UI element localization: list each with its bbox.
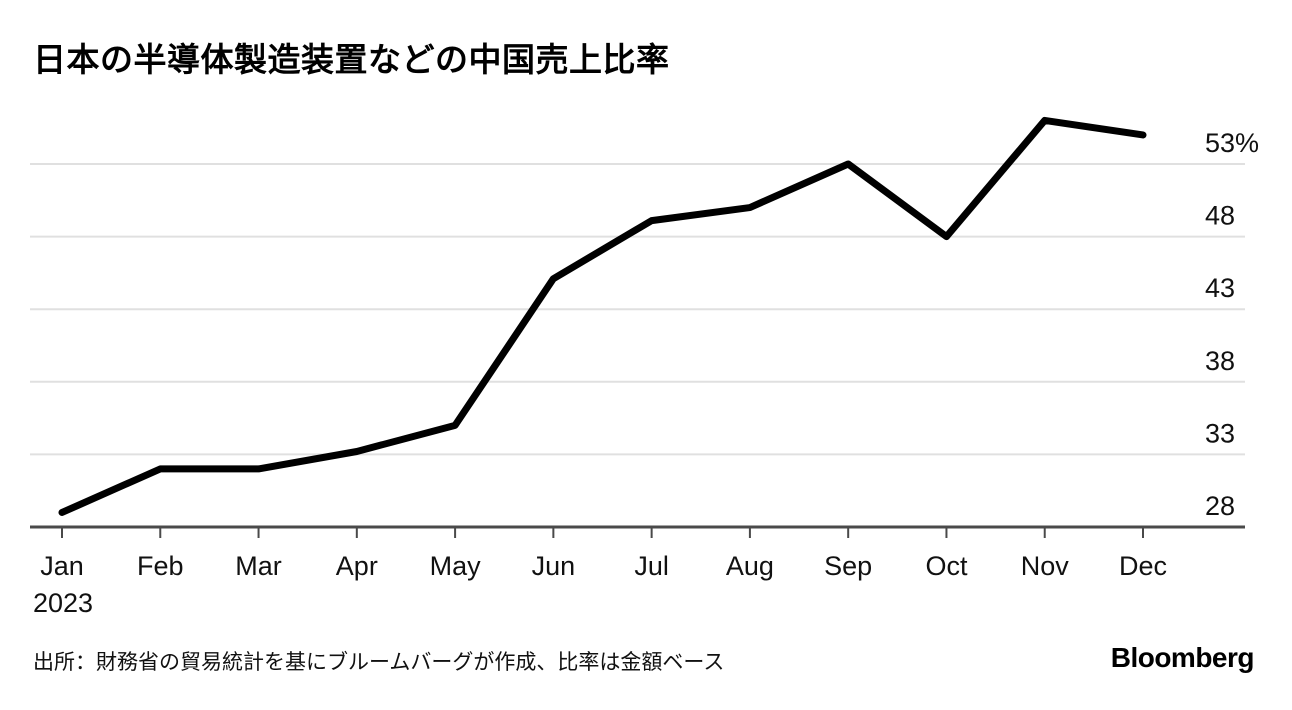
x-tick-label: Jun xyxy=(532,551,576,581)
x-tick-label: Aug xyxy=(726,551,774,581)
x-tick-label: Jul xyxy=(634,551,669,581)
x-tick-label: Jan xyxy=(40,551,84,581)
series-line xyxy=(58,116,1147,516)
line-chart: 28 33 38 43 48 53% Jan Feb Mar Apr May Jun Jul Aug Sep… xyxy=(30,116,1259,618)
y-axis-label: 38 xyxy=(1205,346,1235,376)
x-tick-label: May xyxy=(430,551,482,581)
y-axis-label: 53% xyxy=(1205,128,1259,158)
y-axis-label: 43 xyxy=(1205,273,1235,303)
x-axis-year-label: 2023 xyxy=(33,588,93,618)
chart-title: 日本の半導体製造装置などの中国売上比率 xyxy=(33,41,670,78)
y-axis-label: 33 xyxy=(1205,418,1235,448)
bloomberg-logo: Bloomberg xyxy=(1110,642,1255,673)
x-tick-label: Oct xyxy=(925,551,968,581)
x-tick-label: Mar xyxy=(235,551,282,581)
y-axis-label: 28 xyxy=(1205,491,1235,521)
x-tick-label: Nov xyxy=(1021,551,1070,581)
x-tick-label: Apr xyxy=(336,551,378,581)
x-tick-label: Feb xyxy=(137,551,184,581)
x-tick-label: Sep xyxy=(824,551,872,581)
source-note: 出所：財務省の貿易統計を基にブルームバーグが作成、比率は金額ベース xyxy=(33,651,725,674)
x-tick-label: Dec xyxy=(1119,551,1167,581)
y-axis-label: 48 xyxy=(1205,201,1235,231)
